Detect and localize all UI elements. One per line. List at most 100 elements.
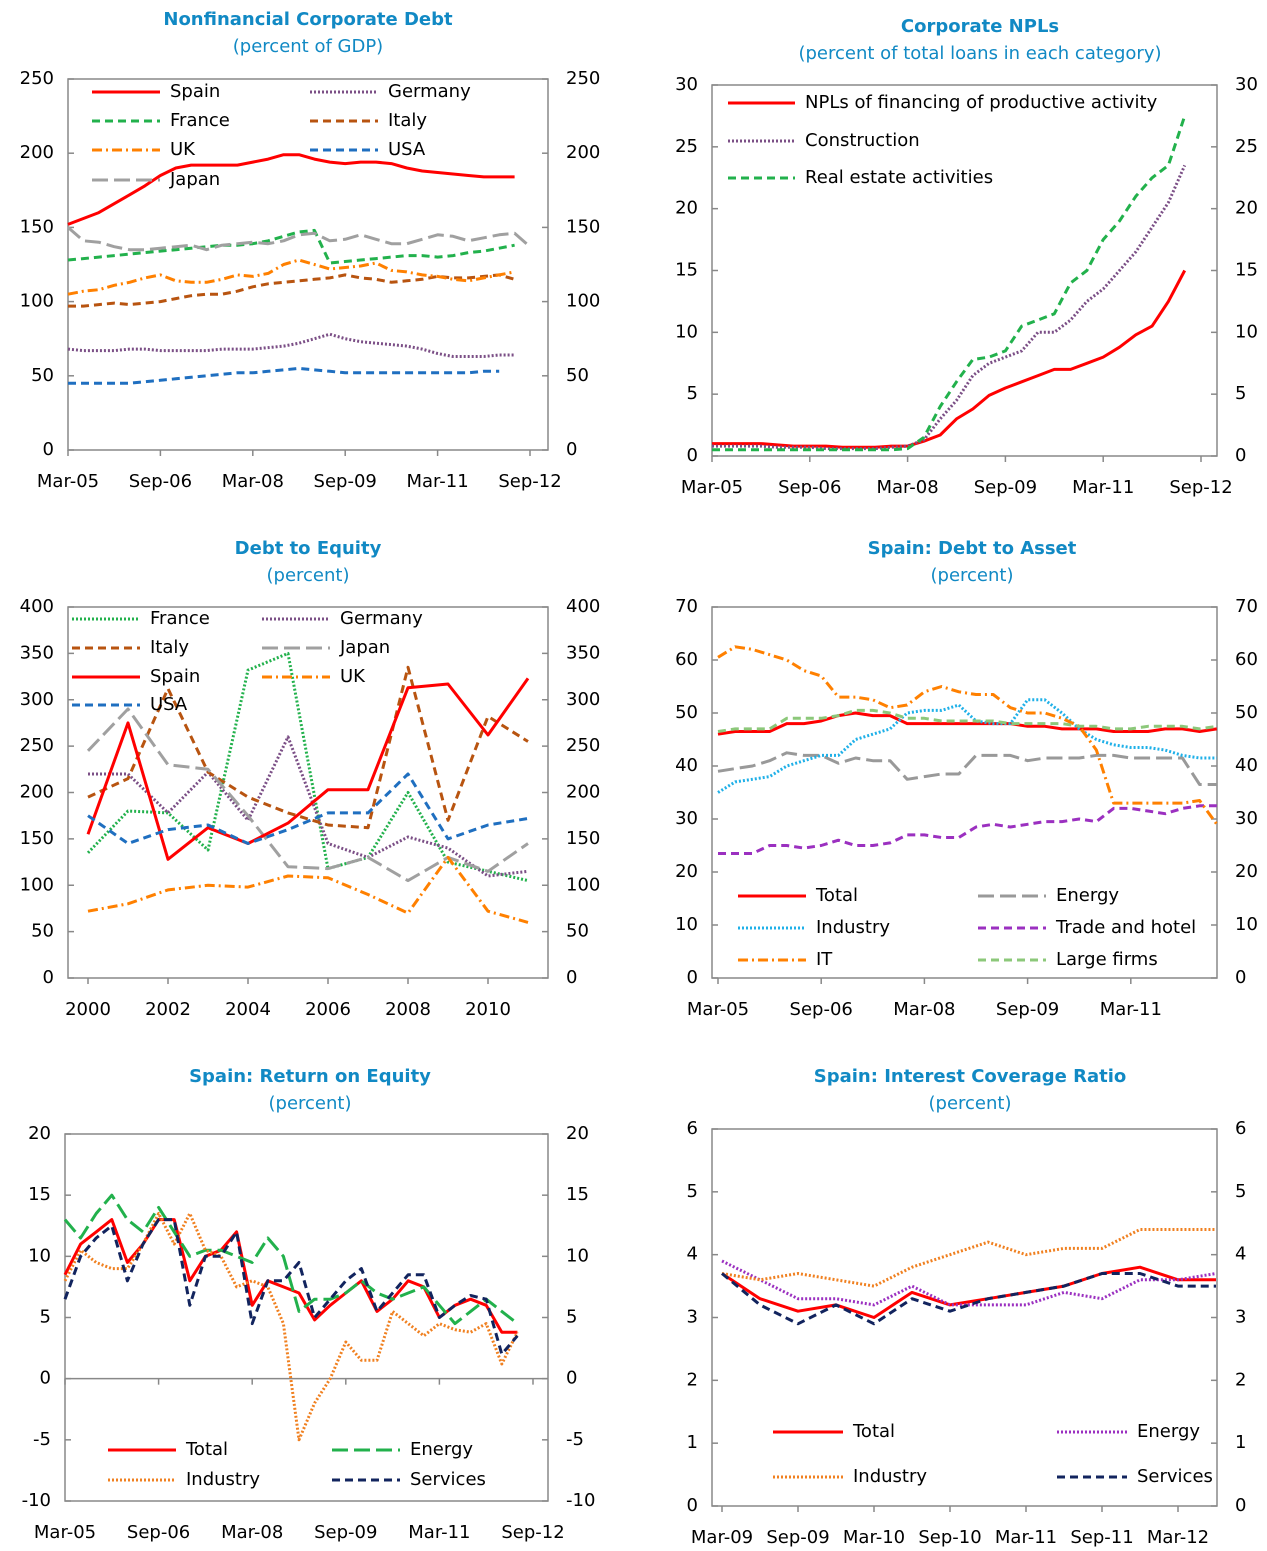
y-tick-label: 70: [675, 596, 698, 617]
chart-subtitle: (percent of GDP): [233, 36, 383, 57]
y-tick-label: 100: [20, 291, 54, 312]
x-tick-label: 2004: [225, 999, 271, 1020]
y2-tick-label: 150: [566, 828, 600, 849]
x-tick-label: Mar-05: [37, 471, 99, 492]
x-tick-label: Mar-08: [222, 471, 284, 492]
y2-tick-label: 20: [1235, 198, 1258, 219]
x-tick-label: Sep-09: [314, 471, 377, 492]
y-tick-label: 200: [20, 142, 54, 163]
y2-tick-label: 0: [566, 967, 577, 988]
legend-label: Industry: [186, 1469, 260, 1490]
y2-tick-label: 1: [1235, 1432, 1246, 1453]
series-line: [721, 1228, 1216, 1288]
plot-frame: [64, 1133, 549, 1502]
y-tick-label: -10: [22, 1490, 51, 1511]
series-line: [63, 1218, 519, 1356]
legend-label: UK: [170, 139, 196, 160]
x-tick-label: Mar-05: [34, 1522, 96, 1543]
y2-tick-label: 250: [566, 735, 600, 756]
y2-tick-label: 0: [1235, 1495, 1246, 1516]
legend-label: Total: [815, 885, 858, 906]
chart-subtitle: (percent): [931, 565, 1014, 586]
x-tick-label: Sep-11: [1070, 1527, 1133, 1548]
y2-tick-label: 0: [1235, 445, 1246, 466]
y-tick-label: 25: [675, 136, 698, 157]
series-line: [63, 1218, 518, 1334]
legend-label: Total: [185, 1439, 228, 1460]
y-tick-label: 50: [675, 702, 698, 723]
y2-tick-label: -5: [566, 1429, 584, 1450]
legend-label: Trade and hotel: [1055, 917, 1196, 938]
x-tick-label: Mar-11: [995, 1527, 1057, 1548]
y-tick-label: 100: [20, 874, 54, 895]
y-tick-label: 350: [20, 642, 54, 663]
y2-tick-label: 400: [566, 596, 600, 617]
legend-label: Energy: [410, 1439, 473, 1460]
y2-tick-label: 10: [1235, 321, 1258, 342]
x-tick-label: Sep-06: [129, 471, 192, 492]
x-tick-label: 2006: [305, 999, 351, 1020]
y2-tick-label: 10: [566, 1245, 589, 1266]
y2-tick-label: 70: [1235, 596, 1258, 617]
y2-tick-label: 250: [566, 68, 600, 89]
y-tick-label: 50: [31, 921, 54, 942]
series-line: [87, 665, 529, 830]
series-line: [712, 164, 1187, 451]
legend-label: Industry: [816, 917, 890, 938]
y2-tick-label: 40: [1235, 755, 1258, 776]
x-tick-label: Mar-05: [687, 999, 749, 1020]
chart-subtitle: (percent of total loans in each category…: [798, 43, 1161, 64]
series-line: [67, 228, 515, 265]
series-line: [86, 707, 529, 883]
series-line: [712, 269, 1187, 449]
legend-label: Japan: [339, 637, 390, 658]
y2-tick-label: 5: [1235, 383, 1246, 404]
legend-label: Italy: [150, 637, 189, 658]
legend-label: USA: [388, 139, 426, 160]
y2-tick-label: 20: [1235, 861, 1258, 882]
series-line: [68, 366, 500, 385]
y2-tick-label: 0: [566, 439, 577, 460]
y-tick-label: 0: [687, 967, 698, 988]
y2-tick-label: 60: [1235, 649, 1258, 670]
y-tick-label: 250: [20, 735, 54, 756]
plot-frame: [67, 606, 549, 979]
y-tick-label: 30: [675, 808, 698, 829]
series-line: [717, 645, 1219, 826]
series-line: [717, 708, 1218, 733]
plot-frame: [711, 84, 1218, 457]
legend-label: USA: [150, 694, 188, 715]
chart-title: Nonfinancial Corporate Debt: [163, 9, 453, 30]
y2-tick-label: 350: [566, 642, 600, 663]
legend-label: Italy: [388, 110, 427, 131]
y-tick-label: 0: [40, 1368, 51, 1389]
legend-label: UK: [340, 666, 366, 687]
x-tick-label: Sep-09: [314, 1522, 377, 1543]
legend-label: Industry: [853, 1466, 927, 1487]
x-tick-label: Sep-09: [766, 1527, 829, 1548]
chart-title: Spain: Interest Coverage Ratio: [814, 1066, 1127, 1087]
y2-tick-label: 2: [1235, 1369, 1246, 1390]
series-line: [86, 651, 529, 883]
x-tick-label: Sep-12: [501, 1522, 564, 1543]
y-tick-label: 20: [675, 198, 698, 219]
x-tick-label: Mar-10: [843, 1527, 905, 1548]
legend-label: Spain: [170, 81, 220, 102]
y2-tick-label: 0: [566, 1368, 577, 1389]
y-tick-label: 150: [20, 216, 54, 237]
x-tick-label: Sep-12: [498, 471, 561, 492]
y-tick-label: 20: [28, 1123, 51, 1144]
series-line: [718, 804, 1217, 855]
y2-tick-label: 30: [1235, 808, 1258, 829]
legend-label: NPLs of financing of productive activity: [805, 92, 1158, 113]
series-line: [721, 1272, 1216, 1326]
legend-label: Large firms: [1056, 949, 1158, 970]
y2-tick-label: 5: [566, 1307, 577, 1328]
chart-subtitle: (percent): [267, 565, 350, 586]
x-tick-label: Mar-05: [681, 477, 743, 498]
y-tick-label: 250: [20, 68, 54, 89]
y-tick-label: 15: [28, 1184, 51, 1205]
y-tick-label: 200: [20, 782, 54, 803]
x-tick-label: 2000: [65, 999, 111, 1020]
